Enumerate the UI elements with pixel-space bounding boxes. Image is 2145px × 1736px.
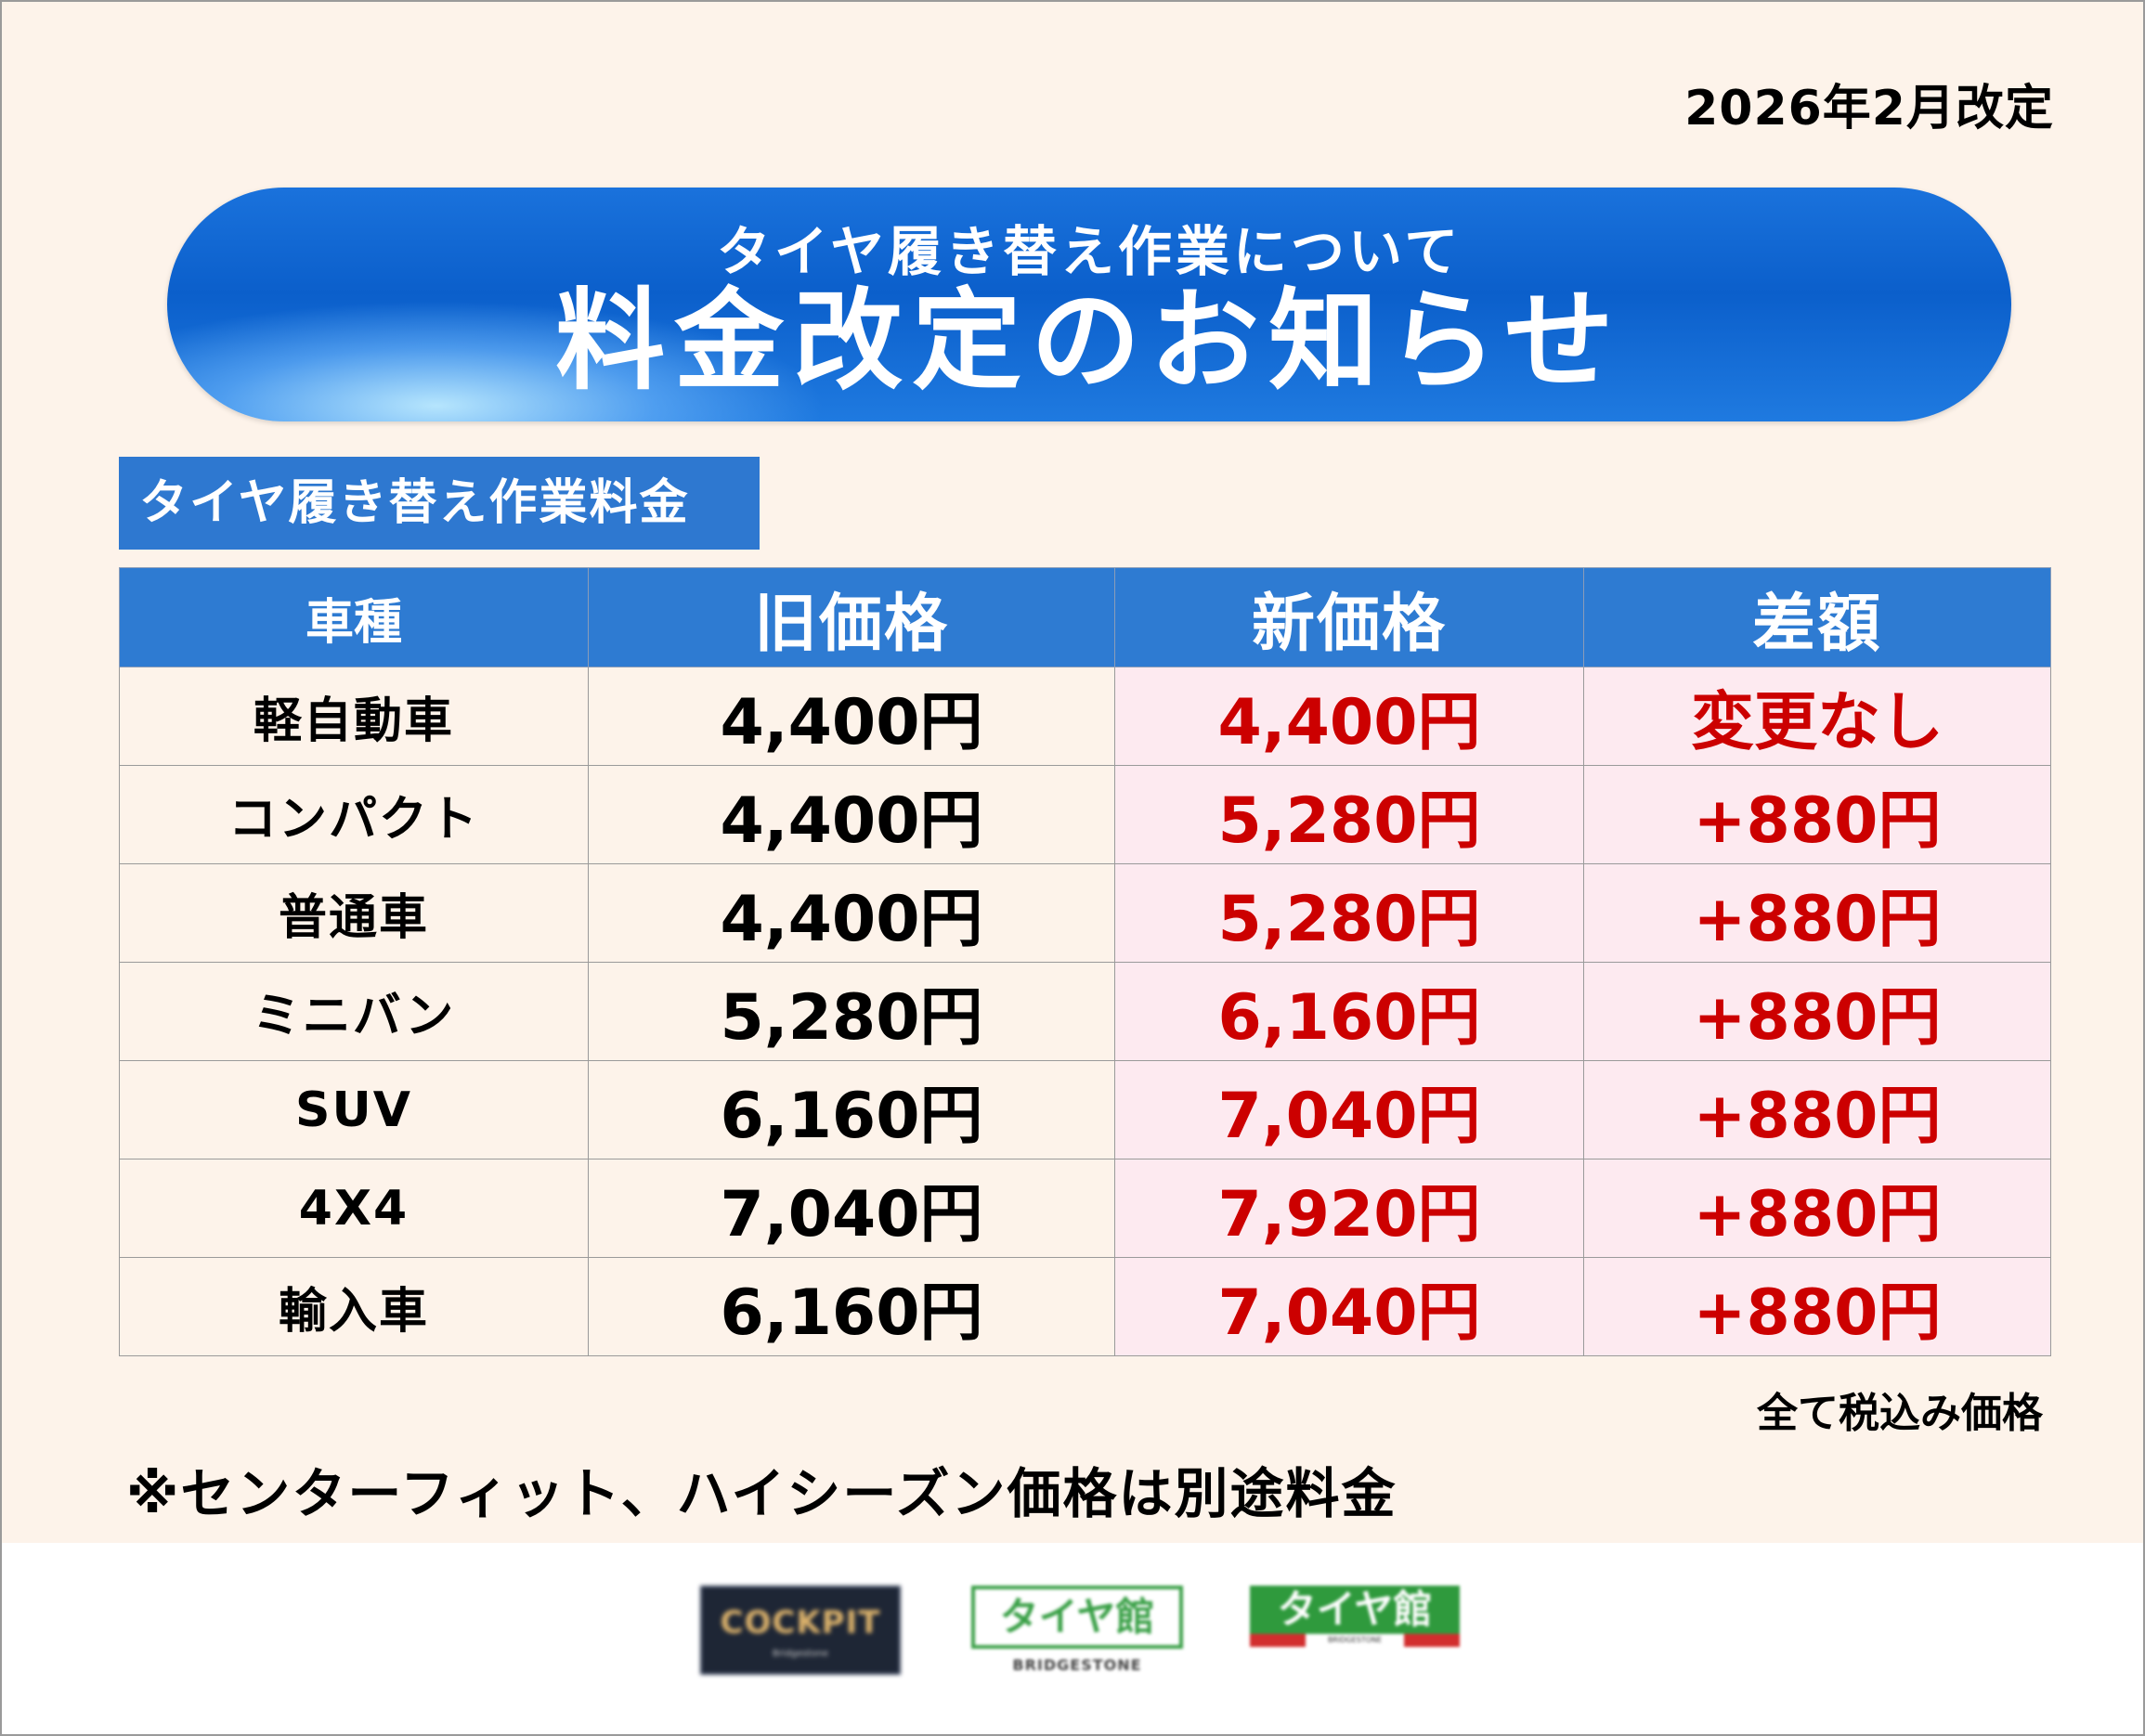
vehicle-type-cell: ミニバン [119, 962, 589, 1061]
old-price-cell: 4,400円 [588, 667, 1115, 766]
vehicle-type-cell: 軽自動車 [119, 667, 589, 766]
old-price-cell: 7,040円 [588, 1159, 1115, 1258]
banner-subtitle: タイヤ履き替え作業について [716, 220, 1462, 283]
new-price-cell: 5,280円 [1114, 765, 1584, 864]
header-vehicle-type: 車種 [119, 567, 589, 667]
new-price-cell: 5,280円 [1114, 863, 1584, 963]
new-price-cell: 4,400円 [1114, 667, 1584, 766]
vehicle-type-cell: 4X4 [119, 1159, 589, 1258]
table-row: 4X4 7,040円 7,920円 +880円 [119, 1159, 2051, 1258]
difference-cell: +880円 [1583, 1159, 2051, 1258]
table-row: 軽自動車 4,400円 4,400円 変更なし [119, 667, 2051, 766]
new-price-cell: 7,040円 [1114, 1257, 1584, 1356]
difference-cell: +880円 [1583, 962, 2051, 1061]
difference-cell: +880円 [1583, 1257, 2051, 1356]
old-price-cell: 5,280円 [588, 962, 1115, 1061]
tax-included-note: 全て税込み価格 [1757, 1390, 2043, 1437]
difference-cell: +880円 [1583, 765, 2051, 864]
difference-cell: +880円 [1583, 863, 2051, 963]
difference-cell: +880円 [1583, 1060, 2051, 1159]
table-row: コンパクト 4,400円 5,280円 +880円 [119, 765, 2051, 864]
new-price-cell: 6,160円 [1114, 962, 1584, 1061]
title-banner: タイヤ履き替え作業について 料金改定のお知らせ [167, 188, 2011, 421]
table-row: ミニバン 5,280円 6,160円 +880円 [119, 962, 2051, 1061]
surcharge-footnote: ※センターフィット、ハイシーズン価格は別途料金 [126, 1462, 1398, 1525]
header-difference: 差額 [1583, 567, 2051, 667]
vehicle-type-cell: 輸入車 [119, 1257, 589, 1356]
vehicle-type-cell: SUV [119, 1060, 589, 1159]
table-header-row: 車種 旧価格 新価格 差額 [119, 567, 2051, 667]
tirekan-solid-logo-text: タイヤ館 [1250, 1586, 1460, 1634]
difference-cell: 変更なし [1583, 667, 2051, 766]
tirekan-outline-logo: タイヤ館 BRIDGESTONE [971, 1586, 1183, 1678]
table-row: 輸入車 6,160円 7,040円 +880円 [119, 1257, 2051, 1356]
old-price-cell: 4,400円 [588, 765, 1115, 864]
bridgestone-wordmark: BRIDGESTONE [1306, 1634, 1404, 1647]
table-row: SUV 6,160円 7,040円 +880円 [119, 1060, 2051, 1159]
old-price-cell: 4,400円 [588, 863, 1115, 963]
header-old-price: 旧価格 [588, 567, 1115, 667]
new-price-cell: 7,920円 [1114, 1159, 1584, 1258]
table-row: 普通車 4,400円 5,280円 +880円 [119, 863, 2051, 963]
header-new-price: 新価格 [1114, 567, 1584, 667]
cockpit-logo-text: COCKPIT [720, 1604, 881, 1641]
banner-title: 料金改定のお知らせ [555, 277, 1623, 405]
tirekan-outline-logo-text: タイヤ館 [971, 1586, 1183, 1649]
old-price-cell: 6,160円 [588, 1257, 1115, 1356]
old-price-cell: 6,160円 [588, 1060, 1115, 1159]
price-table: 車種 旧価格 新価格 差額 軽自動車 4,400円 4,400円 変更なし コン… [119, 567, 2051, 1356]
new-price-cell: 7,040円 [1114, 1060, 1584, 1159]
section-label: タイヤ履き替え作業料金 [119, 457, 760, 550]
vehicle-type-cell: 普通車 [119, 863, 589, 963]
cockpit-logo: COCKPIT Bridgestone [700, 1586, 901, 1675]
cockpit-logo-subtext: Bridgestone [772, 1649, 829, 1659]
bridgestone-wordmark: BRIDGESTONE [1012, 1656, 1142, 1674]
revision-date: 2026年2月改定 [1684, 81, 2054, 136]
vehicle-type-cell: コンパクト [119, 765, 589, 864]
tirekan-solid-logo: タイヤ館 BRIDGESTONE [1250, 1586, 1460, 1662]
